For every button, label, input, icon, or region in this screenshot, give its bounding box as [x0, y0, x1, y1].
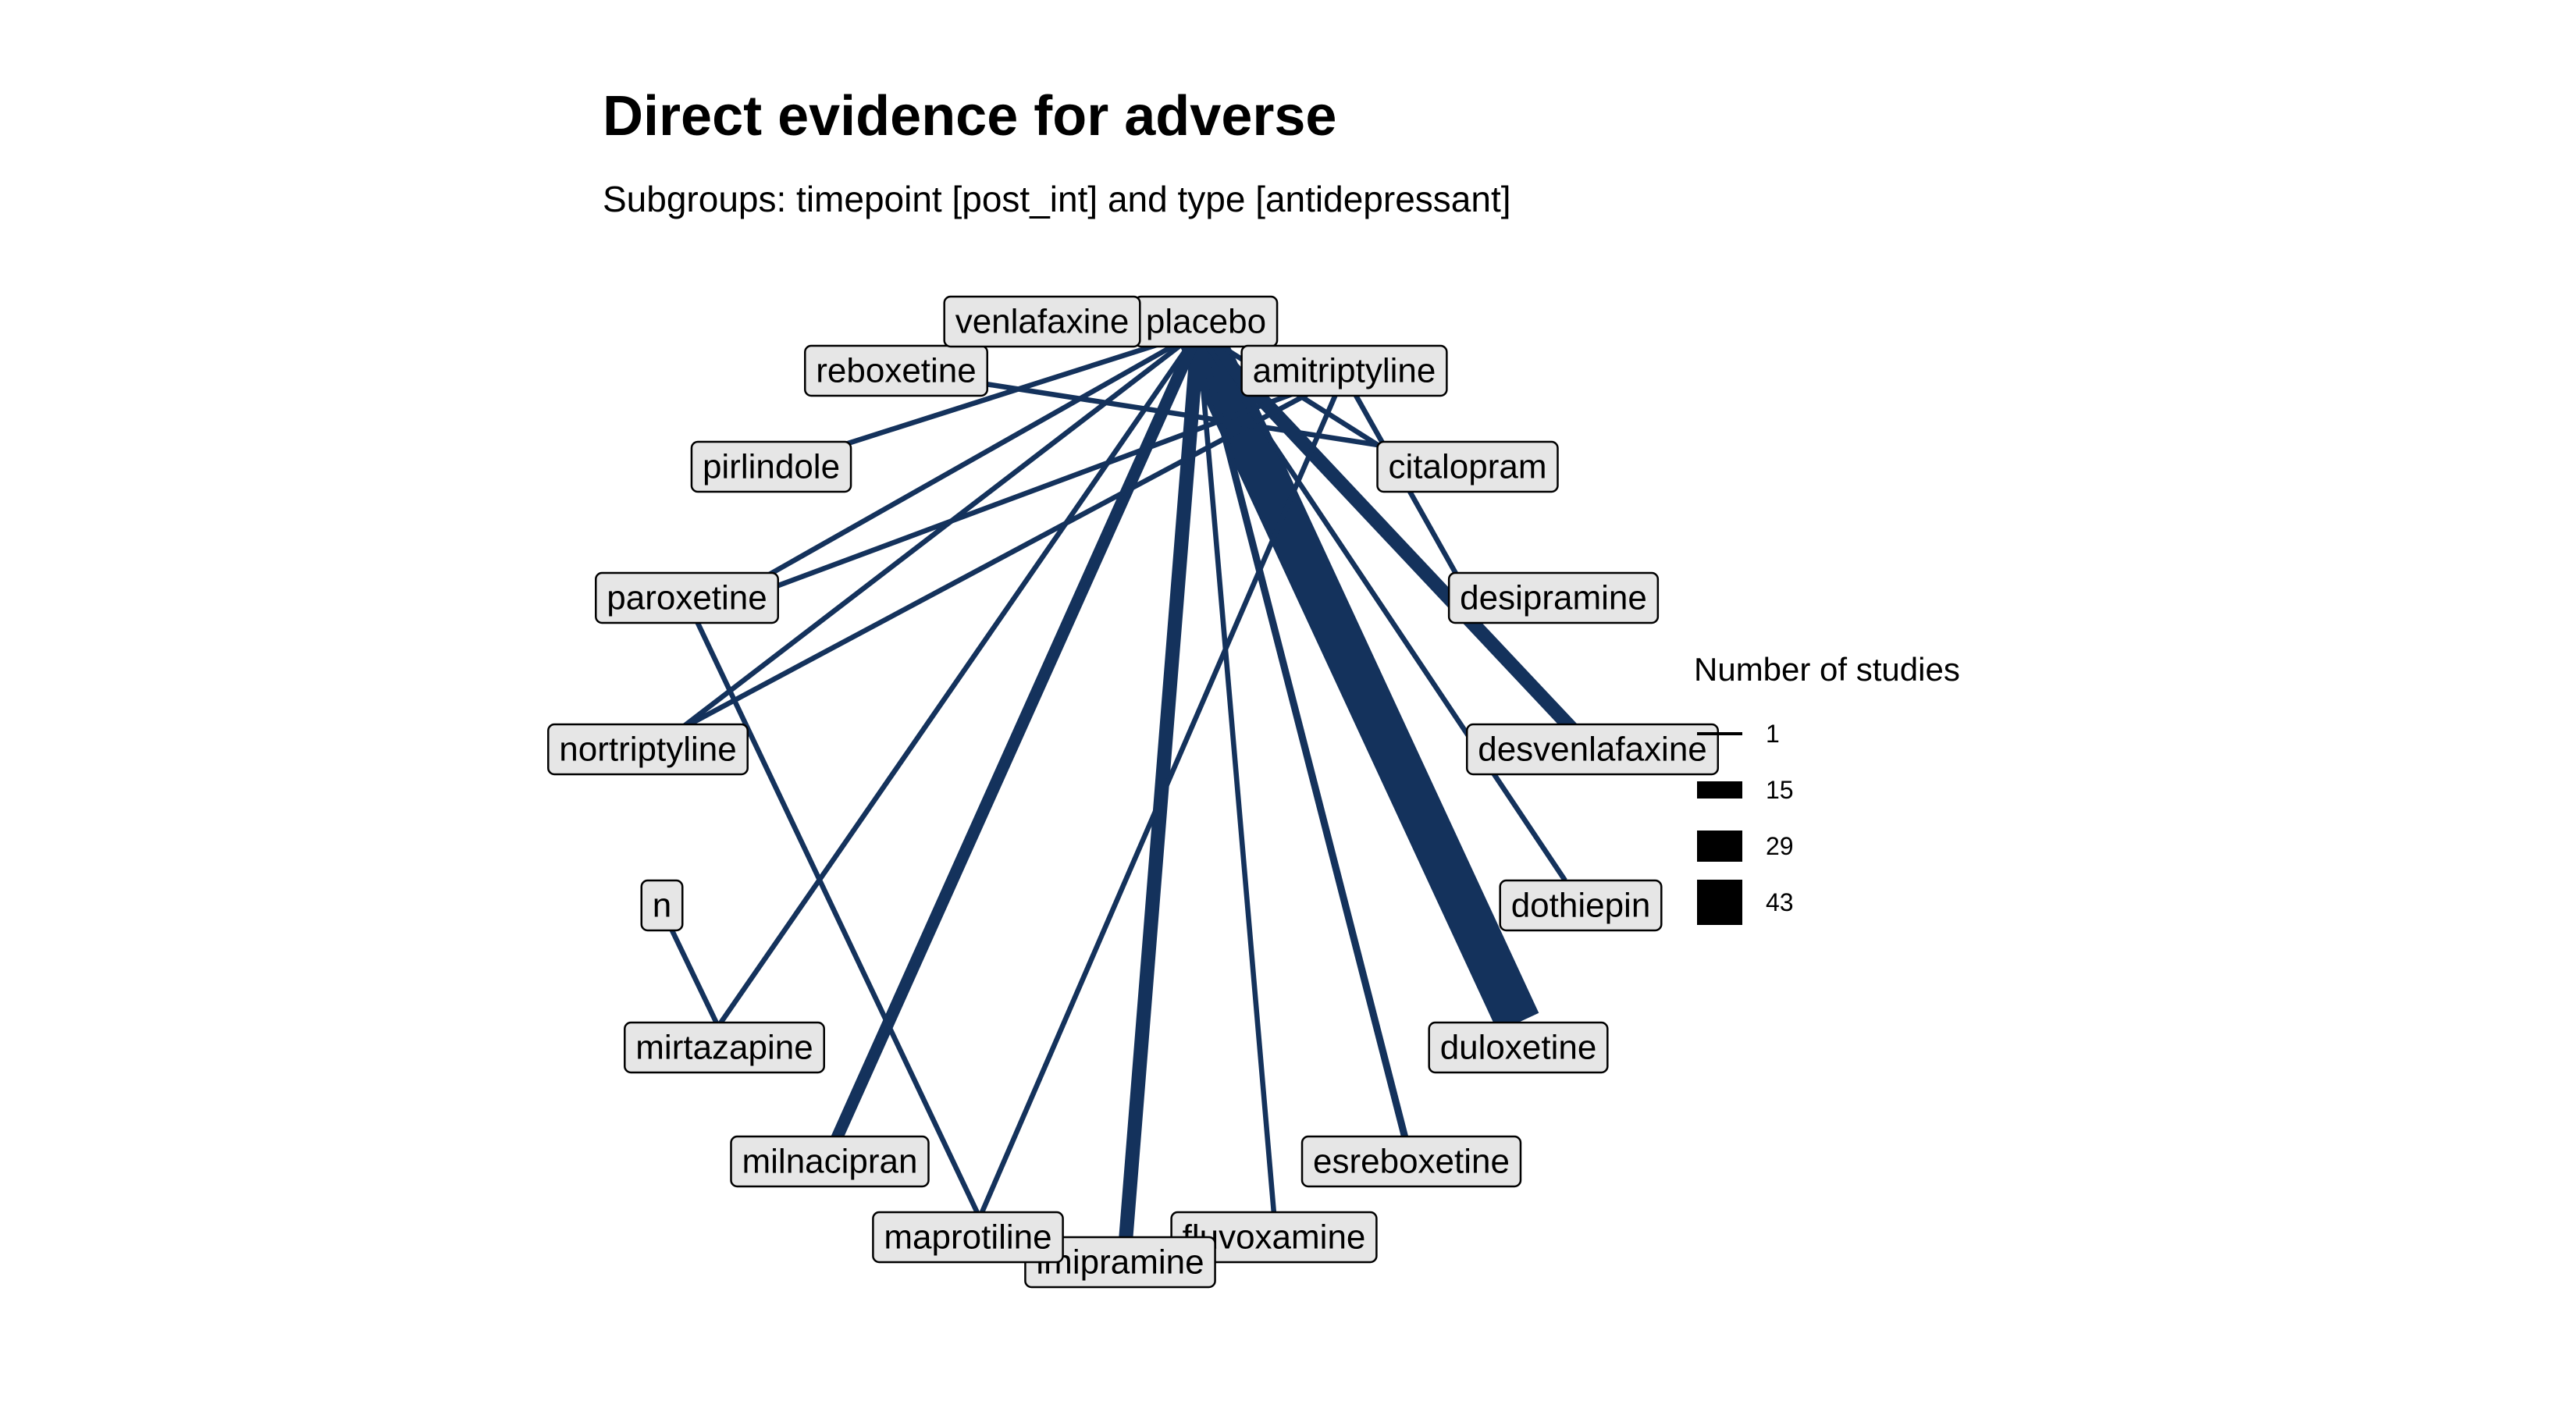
node-venlafaxine: venlafaxine — [943, 295, 1141, 348]
node-paroxetine: paroxetine — [595, 571, 779, 624]
node-label-n: n — [653, 887, 671, 925]
legend-key-15 — [1697, 781, 1742, 799]
node-label-placebo: placebo — [1146, 303, 1266, 341]
edge-placebo-esreboxetine — [1194, 330, 1409, 1140]
node-box-mirtazapine — [624, 1021, 825, 1074]
node-esreboxetine: esreboxetine — [1300, 1135, 1522, 1188]
node-label-reboxetine: reboxetine — [816, 352, 976, 390]
edge-placebo-milnacipran — [831, 329, 1204, 1141]
node-label-desipramine: desipramine — [1460, 579, 1647, 617]
node-maprotiline: maprotiline — [872, 1211, 1064, 1264]
node-box-duloxetine — [1428, 1021, 1609, 1074]
node-label-duloxetine: duloxetine — [1440, 1029, 1597, 1067]
edge-placebo-fluvoxamine — [1195, 331, 1277, 1215]
node-label-imipramine: imipramine — [1036, 1243, 1204, 1282]
edge-placebo-nortriptyline — [678, 329, 1200, 732]
node-box-desvenlafaxine — [1465, 723, 1720, 776]
legend-label-15: 15 — [1766, 776, 1794, 804]
edge-paroxetine-maprotiline — [692, 615, 982, 1219]
legend-label-1: 1 — [1766, 720, 1780, 748]
node-label-esreboxetine: esreboxetine — [1313, 1143, 1510, 1181]
node-citalopram: citalopram — [1376, 440, 1559, 493]
node-label-maprotiline: maprotiline — [884, 1218, 1051, 1257]
edge-reboxetine-citalopram — [975, 379, 1379, 448]
edge-n-mirtazapine — [669, 927, 720, 1028]
node-nortriptyline: nortriptyline — [547, 723, 749, 776]
node-pirlindole: pirlindole — [690, 440, 852, 493]
node-box-pirlindole — [690, 440, 852, 493]
node-label-nortriptyline: nortriptyline — [559, 731, 736, 769]
legend-label-29: 29 — [1766, 832, 1794, 860]
node-label-desvenlafaxine: desvenlafaxine — [1478, 731, 1707, 769]
edge-placebo-mirtazapine — [716, 330, 1201, 1028]
legend-title: Number of studies — [1694, 651, 1960, 688]
node-box-venlafaxine — [943, 295, 1141, 348]
legend-label-43: 43 — [1766, 888, 1794, 916]
edge-layer — [669, 322, 1578, 1242]
legend-key-1 — [1697, 732, 1742, 735]
node-duloxetine: duloxetine — [1428, 1021, 1609, 1074]
node-box-desipramine — [1447, 571, 1660, 624]
node-mirtazapine: mirtazapine — [624, 1021, 825, 1074]
node-placebo: placebo — [1133, 295, 1279, 348]
node-layer: placebo amitriptyline citalopram desipramin… — [547, 295, 1720, 1289]
node-milnacipran: milnacipran — [730, 1135, 930, 1188]
node-dothiepin: dothiepin — [1499, 879, 1663, 932]
edge-placebo-duloxetine — [1177, 322, 1539, 1033]
node-label-paroxetine: paroxetine — [607, 579, 767, 617]
node-box-amitriptyline — [1240, 344, 1448, 397]
node-box-milnacipran — [730, 1135, 930, 1188]
node-amitriptyline: amitriptyline — [1240, 344, 1448, 397]
node-label-milnacipran: milnacipran — [742, 1143, 918, 1181]
node-n: n — [640, 879, 684, 932]
node-label-mirtazapine: mirtazapine — [635, 1029, 813, 1067]
node-box-nortriptyline — [547, 723, 749, 776]
edge-placebo-dothiepin — [1196, 330, 1567, 882]
node-box-dothiepin — [1499, 879, 1663, 932]
node-box-paroxetine — [595, 571, 779, 624]
node-box-citalopram — [1376, 440, 1559, 493]
legend-key-29 — [1697, 831, 1742, 862]
node-box-esreboxetine — [1300, 1135, 1522, 1188]
edge-placebo-imipramine — [1118, 331, 1206, 1242]
node-label-dothiepin: dothiepin — [1511, 887, 1651, 925]
edge-amitriptyline-paroxetine — [693, 372, 1346, 620]
node-imipramine: imipramine — [1024, 1236, 1216, 1289]
node-label-venlafaxine: venlafaxine — [955, 303, 1130, 341]
node-box-n — [640, 879, 684, 932]
node-reboxetine: reboxetine — [804, 344, 988, 397]
node-label-amitriptyline: amitriptyline — [1253, 352, 1436, 390]
chart-title: Direct evidence for adverse — [603, 85, 1337, 148]
node-label-citalopram: citalopram — [1389, 448, 1547, 486]
node-box-reboxetine — [804, 344, 988, 397]
legend: Number of studies 1 15 29 43 — [1694, 651, 1960, 925]
node-desipramine: desipramine — [1447, 571, 1660, 624]
edge-placebo-paroxetine — [693, 329, 1200, 619]
edge-amitriptyline-nortriptyline — [678, 372, 1346, 732]
legend-key-43 — [1697, 880, 1742, 925]
edge-amitriptyline-maprotiline — [977, 373, 1347, 1219]
node-desvenlafaxine: desvenlafaxine — [1465, 723, 1720, 776]
chart-subtitle: Subgroups: timepoint [post_int] and type… — [603, 179, 1511, 219]
edge-placebo-desvenlafaxine — [1193, 326, 1578, 735]
legend-entries: 1 15 29 43 — [1697, 720, 1794, 925]
node-label-pirlindole: pirlindole — [703, 448, 840, 486]
node-box-maprotiline — [872, 1211, 1064, 1264]
